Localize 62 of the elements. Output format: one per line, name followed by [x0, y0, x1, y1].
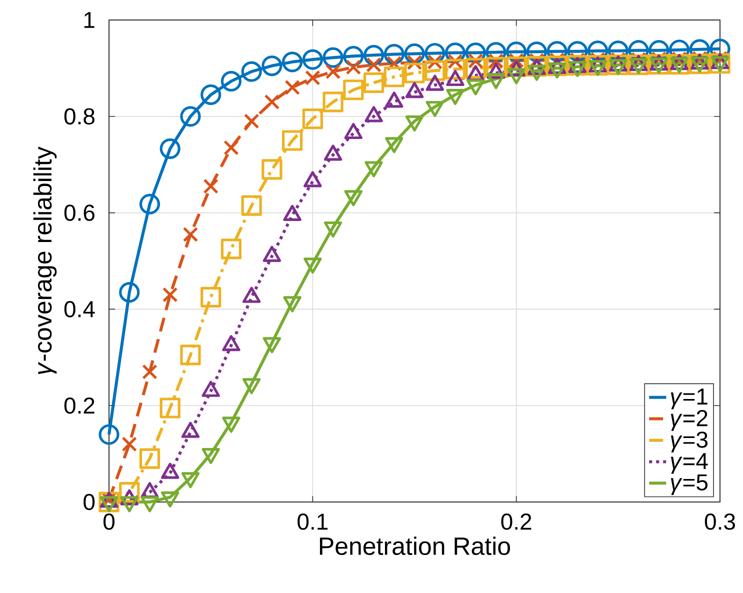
point — [384, 44, 404, 65]
point — [241, 195, 262, 216]
point — [322, 92, 344, 112]
point — [241, 61, 262, 82]
point — [282, 52, 303, 72]
point — [224, 140, 239, 156]
point — [282, 130, 303, 151]
point — [302, 108, 323, 130]
point — [162, 287, 178, 302]
point — [262, 159, 282, 180]
point — [142, 364, 158, 380]
y-tick-label: 0.4 — [64, 301, 95, 318]
point — [465, 58, 486, 78]
x-tick-label: 0.1 — [298, 514, 328, 530]
x-axis-title: Penetration Ratio — [320, 536, 510, 556]
point — [343, 80, 364, 100]
point — [180, 106, 201, 127]
point — [404, 62, 425, 84]
point — [424, 60, 446, 81]
legend-label: γ=3 — [670, 432, 708, 452]
y-tick-label: 1 — [84, 12, 94, 28]
x-tick-label: 0.3 — [704, 514, 735, 530]
point — [404, 43, 425, 64]
x-tick-label: 0 — [104, 514, 115, 530]
y-tick-label: 0.6 — [64, 204, 94, 221]
point — [220, 70, 242, 92]
point — [284, 80, 300, 96]
point — [139, 194, 160, 214]
y-tick-label: 0 — [84, 494, 95, 510]
point — [305, 70, 320, 86]
legend-label: γ=4 — [670, 453, 708, 474]
point — [363, 44, 384, 66]
point — [322, 47, 344, 68]
y-axis-title: γ-coverage reliability — [33, 146, 57, 374]
point — [182, 226, 198, 242]
point — [203, 178, 219, 194]
legend-label: γ=5 — [670, 474, 708, 496]
y-tick-label: 0.2 — [64, 397, 94, 414]
y-tick-label: 0.8 — [64, 108, 94, 125]
legend-label: γ=2 — [670, 410, 708, 431]
point — [180, 344, 201, 366]
point — [302, 49, 323, 70]
point — [122, 436, 138, 452]
point — [346, 60, 362, 75]
point — [648, 54, 670, 75]
point — [98, 424, 120, 445]
point — [244, 114, 260, 129]
point — [363, 72, 384, 93]
point — [262, 55, 282, 76]
point — [200, 286, 222, 308]
point — [325, 64, 341, 80]
point — [220, 238, 242, 260]
point — [160, 138, 180, 159]
point — [139, 448, 160, 469]
x-tick-label: 0.2 — [501, 514, 532, 530]
point — [160, 398, 180, 418]
point — [119, 282, 140, 303]
point — [200, 84, 222, 105]
point — [384, 66, 404, 88]
point — [264, 94, 280, 110]
point — [366, 57, 382, 72]
legend-label: γ=1 — [670, 388, 708, 410]
